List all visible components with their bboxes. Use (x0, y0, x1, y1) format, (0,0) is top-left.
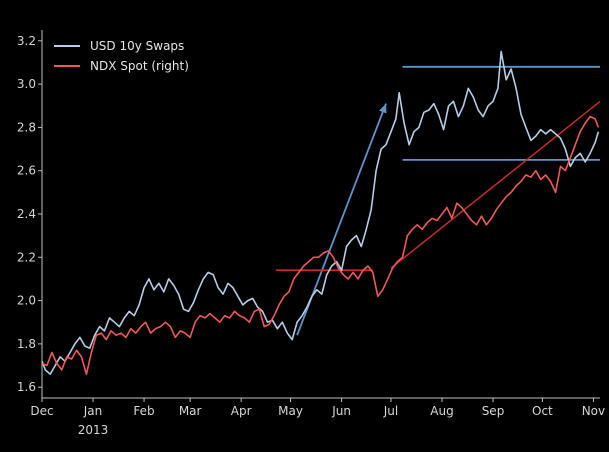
x-tick-label: Jun (331, 404, 351, 418)
x-tick-year-label: 2013 (78, 423, 109, 437)
x-tick-label: Jul (383, 404, 398, 418)
x-tick-label: Mar (179, 404, 202, 418)
series-layer (41, 50, 600, 376)
legend-label: NDX Spot (right) (90, 59, 189, 73)
x-tick-label: Apr (231, 404, 252, 418)
series-usd-10y-swaps-line (41, 50, 600, 376)
x-tick-label: May (278, 404, 303, 418)
y-tick-label: 3.0 (17, 77, 36, 91)
x-tick-label: Dec (30, 404, 53, 418)
x-tick-label: Oct (532, 404, 553, 418)
y-tick-label: 2.8 (17, 120, 36, 134)
y-tick-label: 1.8 (17, 337, 36, 351)
legend-label: USD 10y Swaps (90, 39, 184, 53)
y-tick-label: 2.0 (17, 294, 36, 308)
annotation-arrowhead (379, 103, 387, 114)
x-tick-label: Nov (582, 404, 605, 418)
legend: USD 10y Swaps NDX Spot (right) (54, 39, 189, 73)
y-tick-label: 2.6 (17, 164, 36, 178)
y-tick-label: 2.4 (17, 207, 36, 221)
x-tick-label: Sep (482, 404, 505, 418)
y-tick-label: 2.2 (17, 250, 36, 264)
x-tick-label: Jan (83, 404, 103, 418)
x-tick-label: Aug (430, 404, 453, 418)
y-tick-label: 1.6 (17, 380, 36, 394)
axes-layer: 1.6 1.8 2.0 2.2 2.4 2.6 2.8 3.0 3.2 Dec Jan 2013 Feb… (17, 30, 605, 437)
x-tick-label: Feb (133, 404, 154, 418)
y-tick-label: 3.2 (17, 34, 36, 48)
annotation-trendline (390, 100, 601, 269)
series-ndx-spot-line (41, 115, 600, 376)
